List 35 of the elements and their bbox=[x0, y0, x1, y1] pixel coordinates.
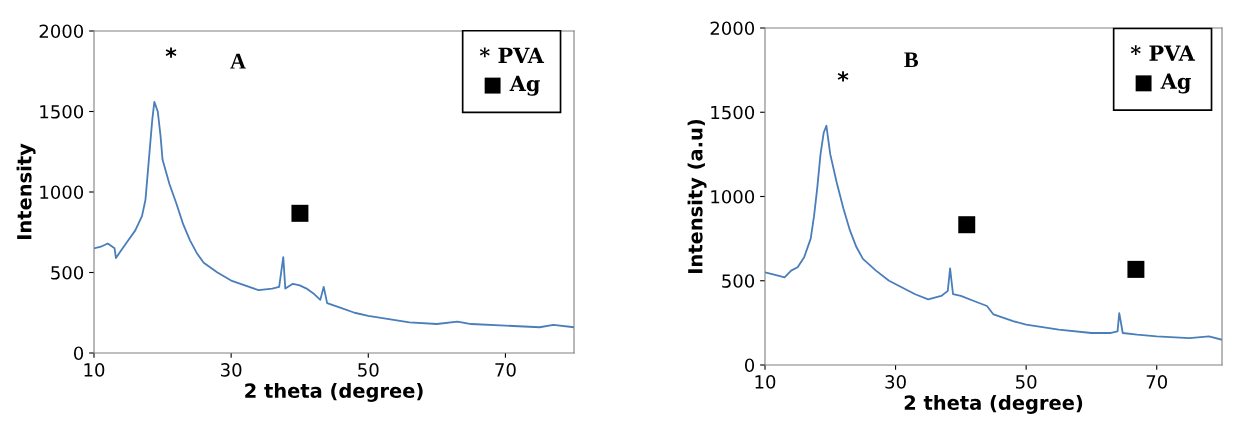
annotation: * PVA bbox=[1130, 45, 1196, 61]
x-tick-label: 70 bbox=[1146, 375, 1167, 389]
x-tick-label: 10 bbox=[755, 375, 776, 389]
x-axis-title: 2 theta (degree) bbox=[245, 382, 423, 402]
annotation: ■ bbox=[291, 204, 309, 222]
y-axis-title: Intensity (a.u) bbox=[687, 119, 707, 273]
annotation: ■ Ag bbox=[1135, 73, 1191, 94]
y-tick-label: 1500 bbox=[711, 105, 755, 120]
y-tick-label: 0 bbox=[744, 358, 755, 373]
y-tick-label: 0 bbox=[73, 346, 84, 361]
y-tick-label: 1000 bbox=[40, 185, 84, 200]
annotation: * bbox=[837, 71, 849, 82]
x-tick-label: 10 bbox=[84, 363, 105, 377]
x-tick-label: 50 bbox=[1016, 375, 1037, 389]
y-tick-label: 1000 bbox=[711, 189, 755, 204]
x-axis-title: 2 theta (degree) bbox=[904, 394, 1083, 414]
text: A bbox=[230, 53, 246, 69]
x-tick-label: 30 bbox=[221, 363, 242, 377]
y-tick-label: 500 bbox=[722, 274, 755, 288]
x-tick-label: 50 bbox=[358, 363, 379, 377]
x-tick-label: 30 bbox=[885, 375, 906, 389]
annotation: ■ bbox=[958, 216, 976, 234]
y-tick-label: 2000 bbox=[39, 24, 84, 39]
line-series bbox=[765, 124, 1222, 341]
y-axis-title: Intensity bbox=[16, 143, 36, 240]
annotation: ■ Ag bbox=[484, 75, 540, 96]
line-series bbox=[94, 100, 574, 329]
x-tick-label: 70 bbox=[495, 363, 516, 377]
y-tick-label: 2000 bbox=[710, 21, 755, 36]
annotation: ■ bbox=[1127, 260, 1145, 278]
annotation: * bbox=[165, 47, 177, 58]
text: B bbox=[904, 52, 919, 68]
annotation: * PVA bbox=[479, 47, 545, 63]
y-tick-label: 1500 bbox=[40, 104, 84, 119]
y-tick-label: 500 bbox=[51, 265, 84, 280]
